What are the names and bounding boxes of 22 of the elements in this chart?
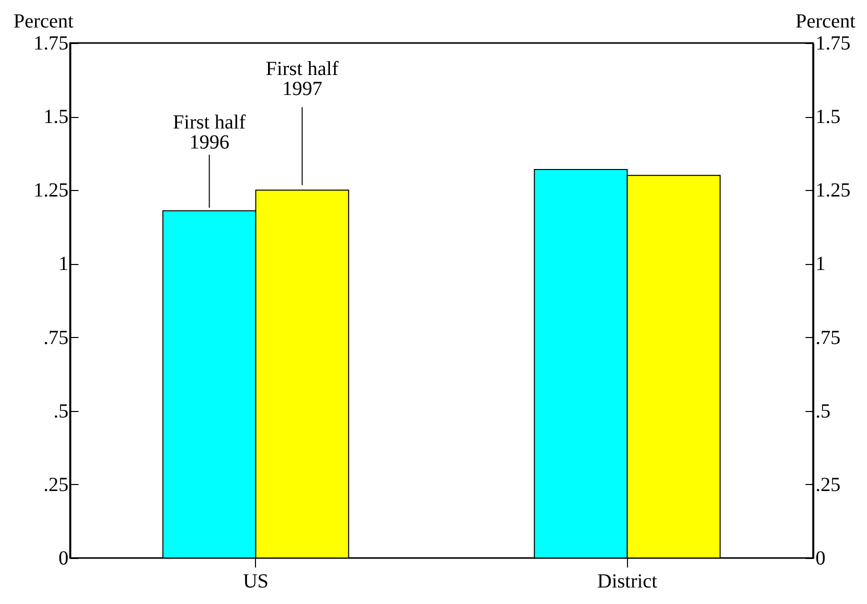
y-tick-label: .25 [44,474,68,496]
y2-tick-label: 1.5 [816,106,840,128]
y2-tick-label: .25 [816,474,840,496]
y-tick-label: 1.5 [44,106,68,128]
y-tick-label: 1.75 [34,32,68,54]
y2-tick-label: 1.25 [816,180,850,202]
text: First half 1997 [266,58,339,100]
y-axis-title: Percent [14,10,74,32]
y2-tick-label: 1.75 [816,32,850,54]
y2-tick-label: .75 [816,326,840,349]
y2-tick-label: 0 [816,548,826,570]
y-tick-label: .75 [44,326,68,349]
y-tick-label: 0 [58,548,68,570]
y-tick-label: .5 [54,400,68,422]
x-tick-label: District [597,570,658,592]
text: First half 1996 [172,112,246,154]
y-tick-label: 1 [58,253,68,276]
y2-tick-label: 1 [816,253,826,276]
y-tick-label: 1.25 [34,180,68,202]
y2-axis-title: Percent [796,10,856,32]
y2-tick-label: .5 [816,400,830,422]
x-tick-label: US [242,570,269,592]
